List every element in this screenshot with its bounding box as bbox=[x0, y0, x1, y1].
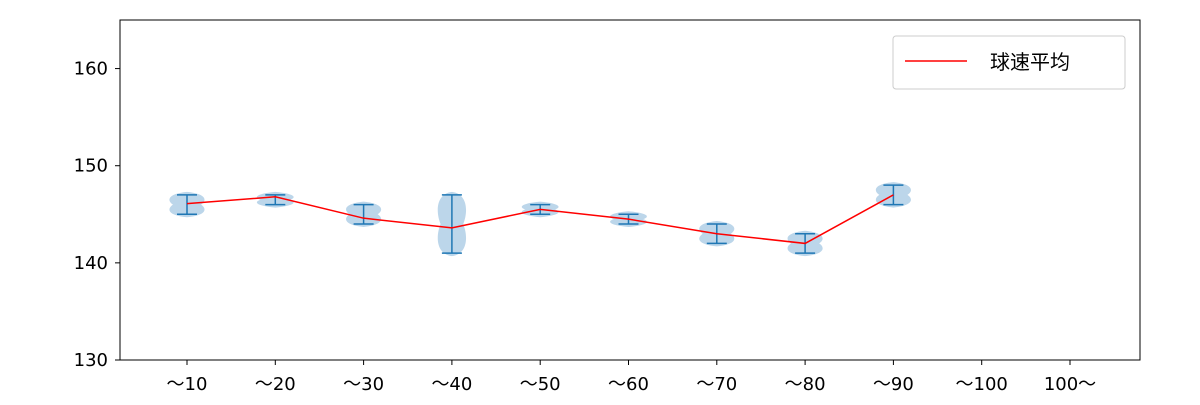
ticks-layer: ～10 ～20 ～30 ～40 ～50 ～60 ～70 ～80 ～90 ～100 100～ 130 14… bbox=[74, 59, 1097, 395]
x-tick-label: ～20 bbox=[255, 374, 296, 395]
x-tick-label: ～100 bbox=[956, 374, 1008, 395]
y-tick-label: 140 bbox=[74, 253, 108, 274]
legend-box bbox=[892, 35, 1126, 90]
series-lines-layer bbox=[186, 194, 894, 245]
plot-frame bbox=[119, 19, 1141, 361]
x-tick-label: ～90 bbox=[873, 374, 914, 395]
series-line-0 bbox=[186, 194, 894, 245]
y-tick-label: 130 bbox=[74, 350, 108, 371]
legend: 球速平均 bbox=[892, 35, 1126, 90]
legend-label-average: 球速平均 bbox=[990, 50, 1070, 74]
violins-layer bbox=[169, 182, 911, 257]
x-tick-label: ～70 bbox=[696, 374, 737, 395]
x-tick-label: ～30 bbox=[343, 374, 384, 395]
x-tick-label: ～40 bbox=[431, 374, 472, 395]
x-tick-label: 100～ bbox=[1044, 374, 1096, 395]
y-tick-label: 150 bbox=[74, 156, 108, 177]
x-tick-label: ～10 bbox=[167, 374, 208, 395]
x-tick-label: ～80 bbox=[785, 374, 826, 395]
x-tick-label: ～60 bbox=[608, 374, 649, 395]
x-tick-label: ～50 bbox=[520, 374, 561, 395]
y-tick-label: 160 bbox=[74, 59, 108, 80]
